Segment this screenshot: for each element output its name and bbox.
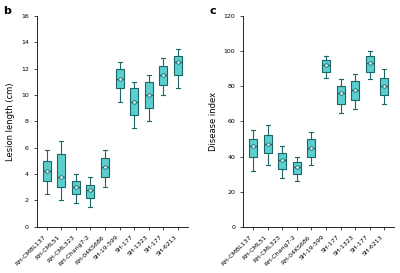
PathPatch shape xyxy=(322,60,330,72)
PathPatch shape xyxy=(145,82,153,108)
PathPatch shape xyxy=(72,181,80,194)
PathPatch shape xyxy=(86,185,94,198)
PathPatch shape xyxy=(43,161,51,181)
PathPatch shape xyxy=(293,162,301,174)
PathPatch shape xyxy=(278,153,286,169)
Y-axis label: Disease index: Disease index xyxy=(209,92,218,151)
PathPatch shape xyxy=(130,88,138,115)
Text: b: b xyxy=(3,5,11,16)
PathPatch shape xyxy=(351,81,359,100)
Text: c: c xyxy=(210,5,216,16)
PathPatch shape xyxy=(366,57,374,72)
PathPatch shape xyxy=(307,139,315,156)
PathPatch shape xyxy=(380,78,388,95)
PathPatch shape xyxy=(116,69,124,88)
PathPatch shape xyxy=(336,86,344,104)
PathPatch shape xyxy=(264,135,272,153)
PathPatch shape xyxy=(101,158,109,177)
PathPatch shape xyxy=(174,56,182,75)
Y-axis label: Lesion length (cm): Lesion length (cm) xyxy=(6,82,16,161)
PathPatch shape xyxy=(159,66,167,85)
PathPatch shape xyxy=(249,139,257,156)
PathPatch shape xyxy=(57,154,65,187)
